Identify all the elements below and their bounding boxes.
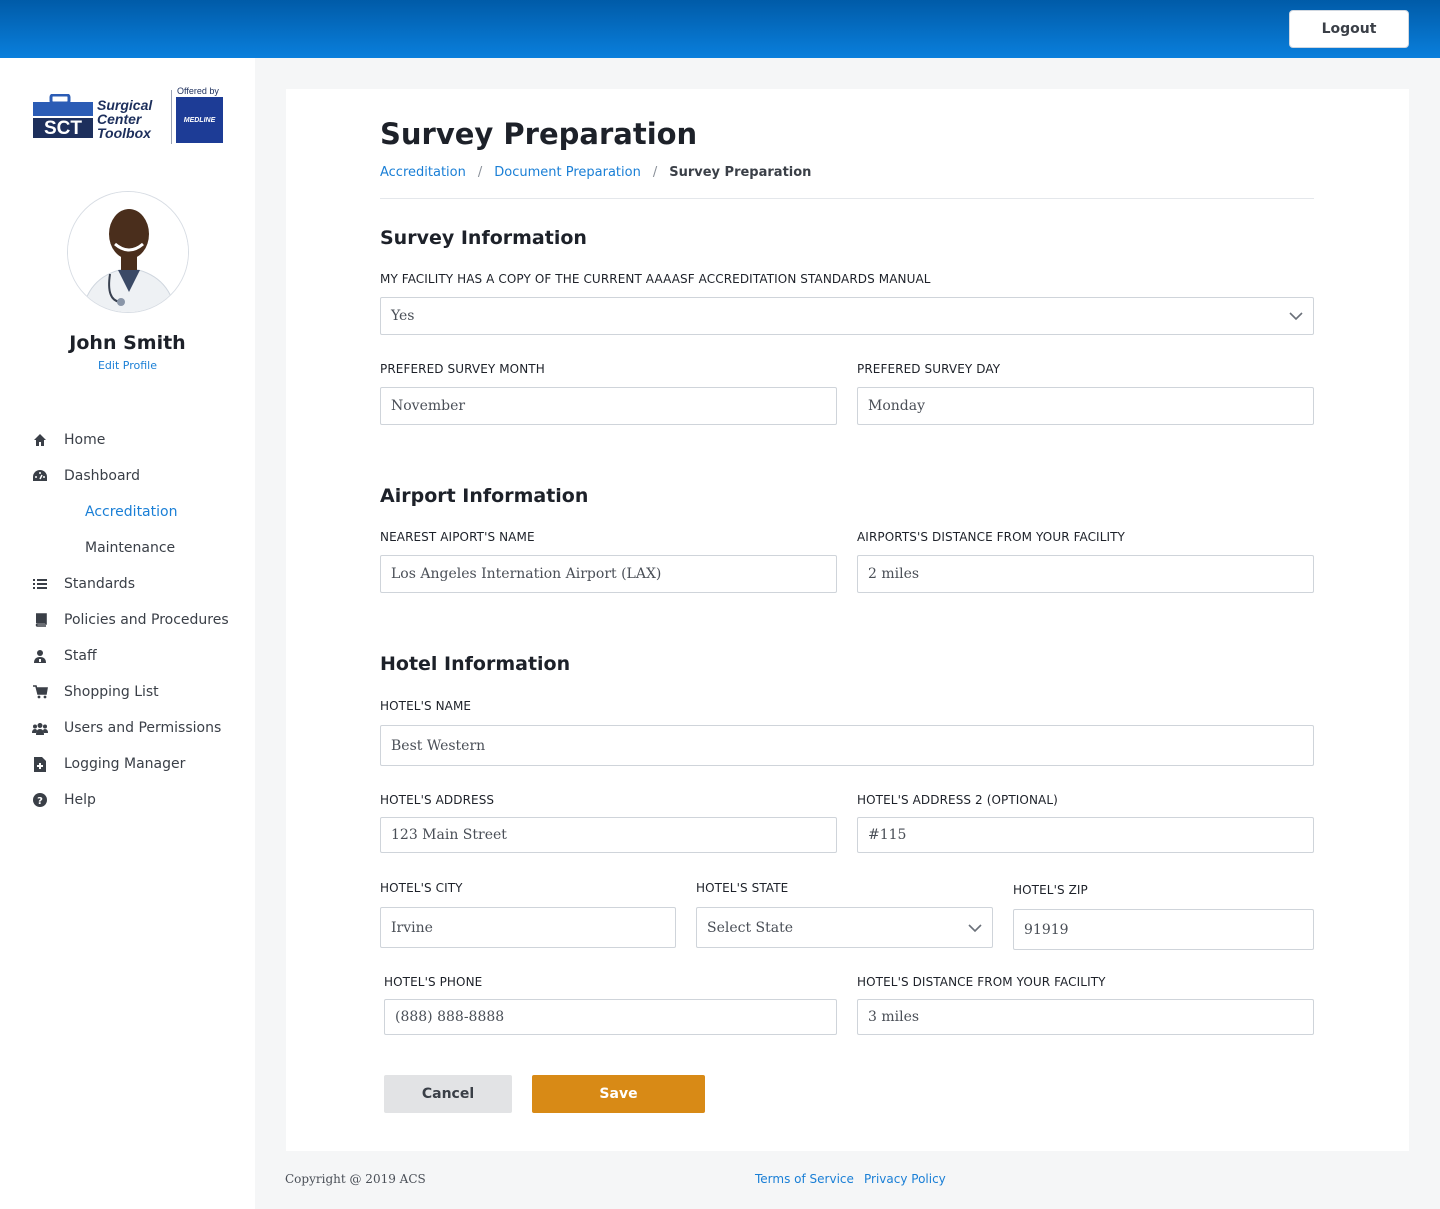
logout-button[interactable]: Logout	[1289, 10, 1409, 48]
doctor-avatar-icon	[68, 192, 188, 312]
medline-logo: MEDLINE	[176, 97, 223, 143]
sidebar-item-staff[interactable]: Staff	[31, 644, 97, 668]
sidebar-item-accreditation[interactable]: Accreditation	[85, 504, 178, 520]
sidebar-item-label: Help	[64, 792, 96, 808]
top-bar: Logout	[0, 0, 1440, 58]
hotel-zip-label: HOTEL'S ZIP	[1013, 883, 1088, 897]
main-card: Survey Preparation Accreditation / Docum…	[286, 89, 1409, 1151]
breadcrumb-document-preparation[interactable]: Document Preparation	[494, 165, 641, 180]
hotel-city-input[interactable]: Irvine	[380, 907, 676, 948]
breadcrumb-accreditation[interactable]: Accreditation	[380, 165, 466, 180]
page-title: Survey Preparation	[380, 117, 698, 151]
hotel-city-label: HOTEL'S CITY	[380, 881, 463, 895]
sidebar-item-help[interactable]: ? Help	[31, 788, 96, 812]
hotel-phone-label: HOTEL'S PHONE	[384, 975, 483, 989]
hotel-state-label: HOTEL'S STATE	[696, 881, 789, 895]
sidebar-item-users[interactable]: Users and Permissions	[31, 716, 221, 740]
edit-profile-link[interactable]: Edit Profile	[97, 359, 157, 372]
hotel-state-value: Select State	[707, 919, 794, 936]
hotel-phone-input[interactable]: (888) 888-8888	[384, 999, 837, 1035]
sidebar-item-shopping[interactable]: Shopping List	[31, 680, 159, 704]
sidebar-item-standards[interactable]: Standards	[31, 572, 135, 596]
sidebar-item-label: Logging Manager	[64, 756, 186, 772]
sidebar-item-label: Shopping List	[64, 684, 159, 700]
breadcrumb-current: Survey Preparation	[669, 165, 812, 180]
title-divider	[380, 198, 1314, 199]
sidebar-item-label: Standards	[64, 576, 135, 592]
terms-link[interactable]: Terms of Service	[755, 1172, 854, 1186]
airport-name-input[interactable]: Los Angeles Internation Airport (LAX)	[380, 555, 837, 593]
airport-distance-label: AIRPORTS'S DISTANCE FROM YOUR FACILITY	[857, 530, 1125, 544]
help-icon: ?	[31, 791, 49, 809]
manual-select-value: Yes	[391, 308, 415, 324]
sidebar-item-logging[interactable]: Logging Manager	[31, 752, 185, 776]
privacy-link[interactable]: Privacy Policy	[864, 1172, 946, 1186]
copyright: Copyright @ 2019 ACS	[285, 1172, 426, 1186]
save-button[interactable]: Save	[532, 1075, 705, 1113]
hotel-address-input[interactable]: 123 Main Street	[380, 817, 837, 853]
month-input[interactable]: November	[380, 387, 837, 425]
hotel-address2-label: HOTEL'S ADDRESS 2 (OPTIONAL)	[857, 793, 1058, 807]
user-name: John Smith	[69, 332, 186, 354]
hotel-zip-input[interactable]: 91919	[1013, 909, 1314, 950]
sidebar-item-label: Staff	[64, 648, 97, 664]
day-input[interactable]: Monday	[857, 387, 1314, 425]
logo-text: Surgical Center Toolbox	[97, 98, 152, 140]
day-label: PREFERED SURVEY DAY	[857, 362, 1001, 376]
airport-name-label: NEAREST AIPORT'S NAME	[380, 530, 535, 544]
dashboard-icon	[31, 467, 49, 485]
logo-line-2: Center	[97, 111, 142, 127]
chevron-down-icon	[968, 923, 982, 932]
cancel-button[interactable]: Cancel	[384, 1075, 512, 1113]
sidebar: SCT Surgical Center Toolbox Offered by M…	[0, 58, 255, 1209]
hotel-section-title: Hotel Information	[380, 653, 571, 675]
hotel-name-input[interactable]: Best Western	[380, 725, 1314, 766]
svg-text:SCT: SCT	[44, 118, 82, 139]
sidebar-item-maintenance[interactable]: Maintenance	[85, 540, 176, 556]
sidebar-item-label: Home	[64, 432, 106, 448]
logo[interactable]: SCT Surgical Center Toolbox Offered by M…	[31, 86, 226, 146]
survey-section-title: Survey Information	[380, 227, 587, 249]
airport-section-title: Airport Information	[380, 485, 589, 507]
hotel-distance-input[interactable]: 3 miles	[857, 999, 1314, 1035]
sidebar-item-label: Policies and Procedures	[64, 612, 229, 628]
hotel-state-select[interactable]: Select State	[696, 907, 993, 948]
logo-divider	[171, 90, 172, 144]
sidebar-item-home[interactable]: Home	[31, 428, 105, 452]
sidebar-item-label: Dashboard	[64, 468, 140, 484]
users-icon	[31, 719, 49, 737]
staff-icon	[31, 647, 49, 665]
airport-distance-input[interactable]: 2 miles	[857, 555, 1314, 593]
file-plus-icon	[31, 755, 49, 773]
breadcrumb-separator: /	[652, 165, 658, 180]
sidebar-item-label: Users and Permissions	[64, 720, 222, 736]
logo-line-1: Surgical	[97, 97, 153, 113]
manual-select[interactable]: Yes	[380, 297, 1314, 335]
breadcrumb-separator: /	[477, 165, 483, 180]
breadcrumb: Accreditation / Document Preparation / S…	[380, 165, 811, 180]
hotel-address2-input[interactable]: #115	[857, 817, 1314, 853]
month-label: PREFERED SURVEY MONTH	[380, 362, 545, 376]
hotel-name-label: HOTEL'S NAME	[380, 699, 472, 713]
home-icon	[31, 431, 49, 449]
manual-label: MY FACILITY HAS A COPY OF THE CURRENT AA…	[380, 272, 931, 286]
list-icon	[31, 575, 49, 593]
chevron-down-icon	[1289, 312, 1303, 321]
logo-line-3: Toolbox	[97, 125, 151, 141]
sidebar-item-policies[interactable]: Policies and Procedures	[31, 608, 229, 632]
svg-text:?: ?	[37, 796, 43, 807]
book-icon	[31, 611, 49, 629]
hotel-distance-label: HOTEL'S DISTANCE FROM YOUR FACILITY	[857, 975, 1106, 989]
offered-by: Offered by	[177, 86, 219, 96]
hotel-address-label: HOTEL'S ADDRESS	[380, 793, 495, 807]
cart-icon	[31, 683, 49, 701]
toolbox-logo-icon: SCT	[33, 94, 93, 139]
sidebar-item-dashboard[interactable]: Dashboard	[31, 464, 140, 488]
avatar[interactable]	[67, 191, 189, 313]
